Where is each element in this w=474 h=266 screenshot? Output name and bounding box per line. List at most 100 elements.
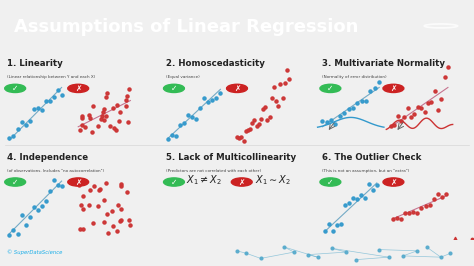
Text: Assumptions of Linear Regression: Assumptions of Linear Regression bbox=[14, 18, 359, 36]
Text: (This is not an assumption, but an "extra"): (This is not an assumption, but an "extr… bbox=[322, 169, 410, 173]
Point bbox=[75, 183, 82, 187]
Point bbox=[100, 198, 108, 202]
Point bbox=[290, 250, 298, 254]
Point bbox=[385, 255, 392, 259]
Text: 3. Multivariate Normality: 3. Multivariate Normality bbox=[322, 59, 445, 68]
Point bbox=[375, 80, 383, 84]
Point bbox=[274, 103, 282, 108]
Point bbox=[46, 189, 54, 193]
Point bbox=[444, 64, 452, 69]
Point bbox=[255, 122, 263, 126]
Point bbox=[413, 249, 421, 253]
Point bbox=[399, 254, 407, 258]
Point bbox=[434, 108, 442, 112]
Point bbox=[123, 189, 130, 194]
Point bbox=[277, 82, 284, 86]
Text: 5. Lack of Multicollinearity: 5. Lack of Multicollinearity bbox=[166, 153, 296, 162]
Circle shape bbox=[231, 178, 252, 186]
Point bbox=[78, 116, 86, 120]
Point bbox=[122, 98, 129, 102]
Text: 4. Independence: 4. Independence bbox=[7, 153, 88, 162]
Point bbox=[115, 119, 123, 123]
Point bbox=[314, 255, 321, 259]
Point bbox=[418, 106, 425, 110]
Point bbox=[176, 123, 184, 127]
Point bbox=[410, 112, 418, 116]
Point bbox=[421, 110, 428, 114]
Point bbox=[451, 239, 459, 243]
Point bbox=[438, 97, 445, 101]
Circle shape bbox=[383, 84, 404, 93]
Text: (Predictors are not correlated with each other): (Predictors are not correlated with each… bbox=[166, 169, 261, 173]
Point bbox=[34, 208, 41, 213]
Point bbox=[86, 116, 94, 120]
Point bbox=[325, 222, 332, 226]
Text: © SuperDataScience: © SuperDataScience bbox=[7, 249, 63, 255]
Point bbox=[387, 124, 395, 128]
Point bbox=[244, 128, 252, 132]
Point bbox=[217, 91, 224, 95]
Point bbox=[398, 217, 405, 221]
Point bbox=[117, 218, 124, 222]
Point bbox=[96, 187, 103, 191]
Point bbox=[54, 183, 62, 187]
Point bbox=[102, 114, 110, 118]
Point bbox=[426, 203, 433, 207]
Point bbox=[6, 233, 13, 237]
Point bbox=[354, 101, 361, 105]
Point bbox=[406, 211, 413, 215]
Point bbox=[424, 101, 432, 105]
Point bbox=[112, 128, 120, 132]
Point bbox=[95, 188, 102, 192]
Point bbox=[106, 124, 113, 128]
Point bbox=[173, 134, 180, 138]
Text: ✓: ✓ bbox=[327, 84, 334, 93]
Point bbox=[42, 99, 49, 103]
Text: ✓: ✓ bbox=[12, 84, 18, 93]
Point bbox=[242, 129, 249, 133]
Point bbox=[264, 118, 271, 122]
Point bbox=[114, 103, 121, 107]
Point bbox=[422, 203, 429, 208]
Point bbox=[164, 136, 172, 141]
Point bbox=[442, 192, 449, 196]
Point bbox=[259, 106, 267, 111]
Point bbox=[22, 223, 29, 227]
Text: $X_1 \neq X_2$: $X_1 \neq X_2$ bbox=[186, 173, 222, 187]
Point bbox=[438, 195, 446, 199]
Point bbox=[18, 119, 25, 124]
Point bbox=[441, 75, 448, 80]
Point bbox=[115, 203, 122, 207]
Point bbox=[14, 232, 21, 236]
Point bbox=[236, 136, 243, 140]
Point bbox=[103, 211, 111, 216]
Point bbox=[336, 114, 344, 118]
Point bbox=[90, 221, 97, 225]
Point bbox=[423, 245, 430, 249]
Text: (of observations. Includes "no autocorrelation"): (of observations. Includes "no autocorre… bbox=[7, 169, 104, 173]
Text: ✗: ✗ bbox=[234, 84, 240, 93]
Point bbox=[358, 99, 365, 103]
Point bbox=[26, 215, 33, 219]
Point bbox=[367, 88, 374, 93]
Point bbox=[100, 220, 108, 225]
Point bbox=[85, 203, 93, 207]
Point bbox=[79, 194, 87, 198]
Point bbox=[197, 106, 204, 111]
Point bbox=[410, 209, 417, 214]
Text: (Equal variance): (Equal variance) bbox=[166, 75, 200, 79]
Point bbox=[58, 93, 65, 97]
Point bbox=[357, 193, 365, 197]
Text: ✗: ✗ bbox=[75, 177, 82, 186]
Point bbox=[333, 223, 340, 227]
Point bbox=[168, 133, 176, 138]
Point bbox=[262, 105, 269, 109]
Point bbox=[118, 206, 125, 211]
Point bbox=[109, 224, 117, 228]
Point bbox=[240, 139, 247, 143]
Point bbox=[76, 227, 83, 232]
Point bbox=[122, 104, 129, 109]
Point bbox=[89, 129, 96, 134]
Point bbox=[34, 106, 41, 111]
Point bbox=[100, 107, 108, 111]
